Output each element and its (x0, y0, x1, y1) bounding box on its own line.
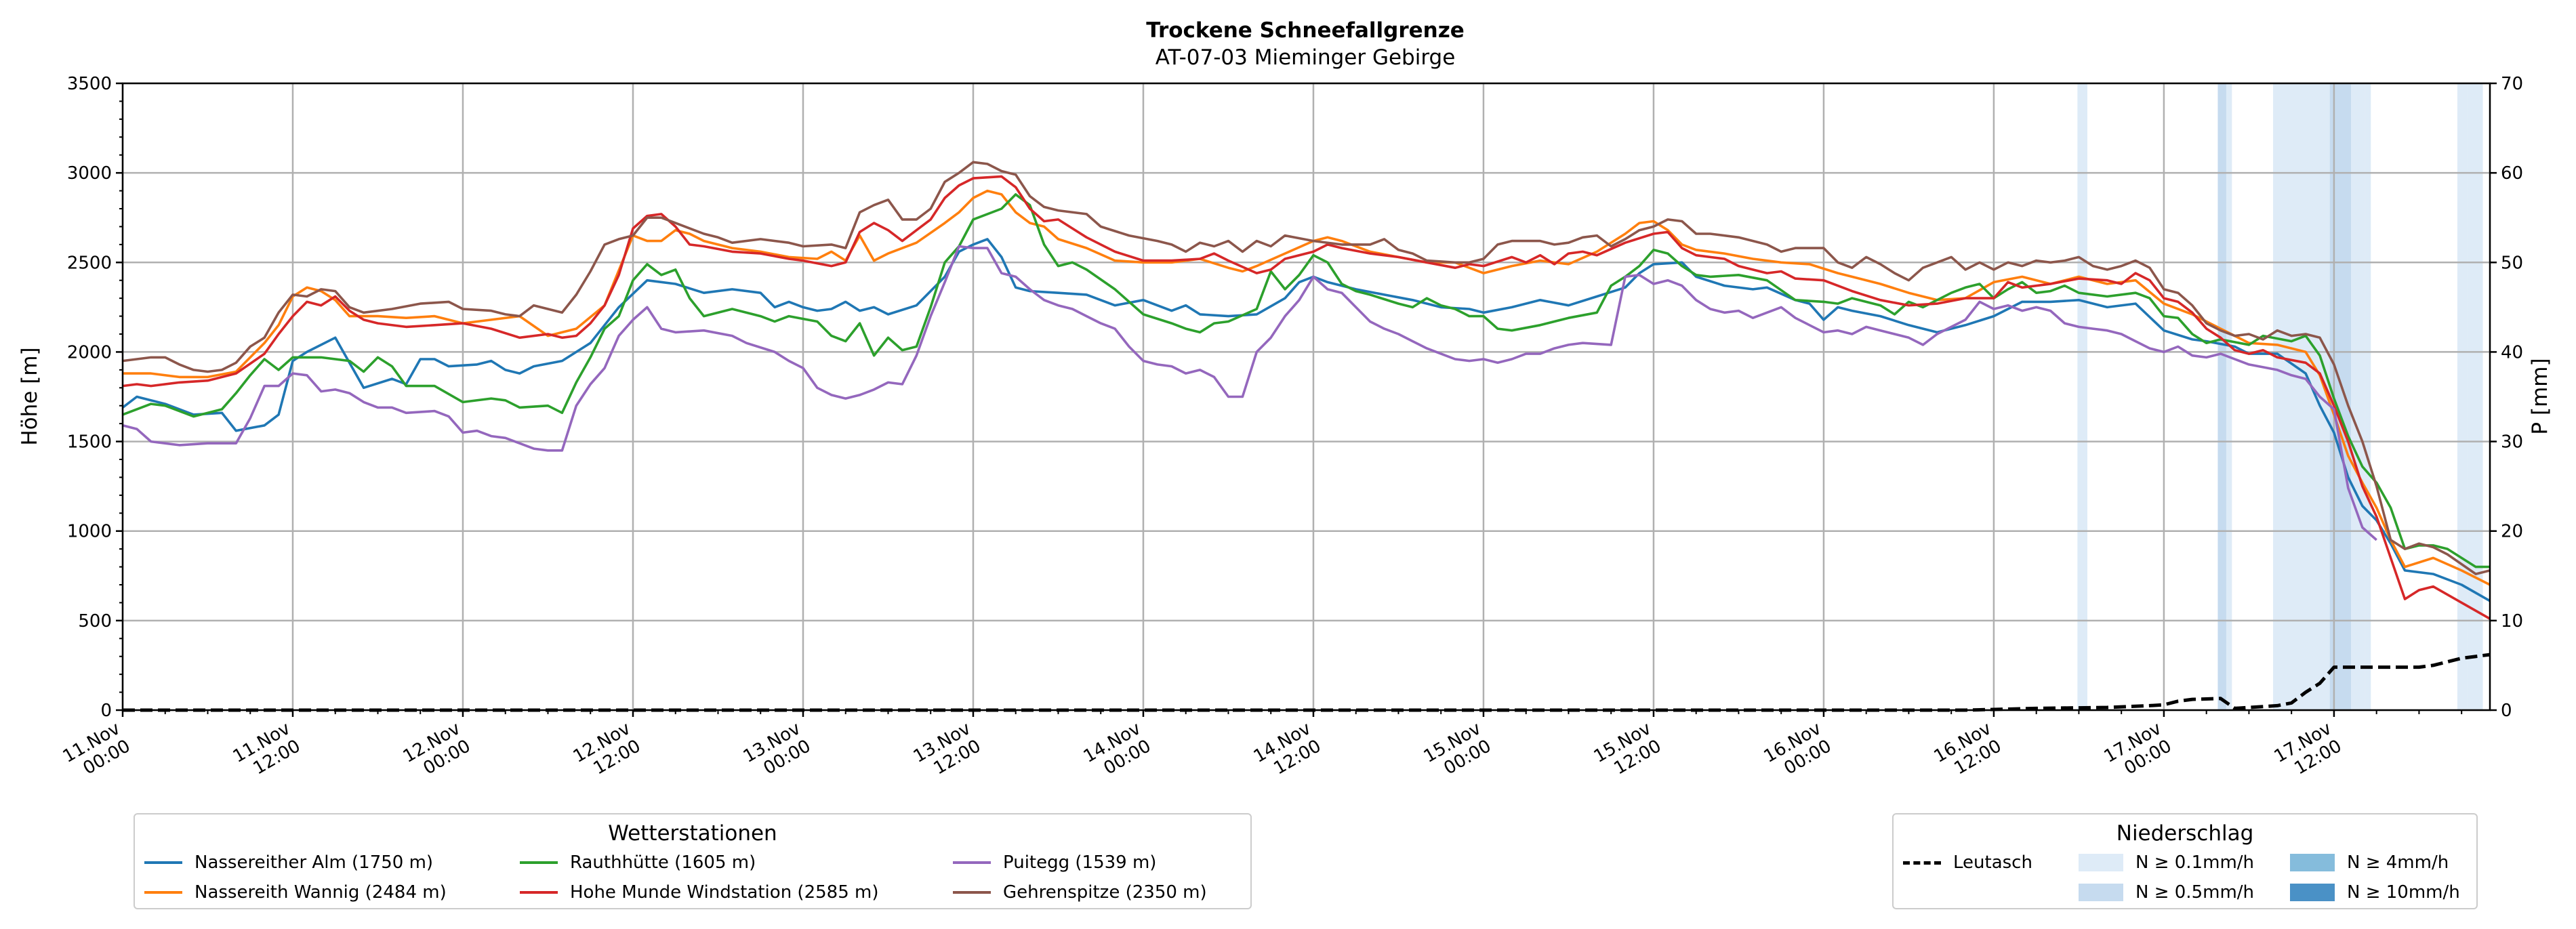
y-tick-label: 2000 (67, 342, 112, 363)
legend-label: N ≥ 10mm/h (2347, 882, 2460, 903)
legend-item-station: Nassereither Alm (1750 m) (144, 852, 433, 873)
y-right-tick-label: 20 (2501, 522, 2523, 542)
series-line (122, 161, 2491, 575)
x-tick-label: 17.Nov12:00 (2271, 718, 2346, 785)
y-axis-label: Höhe [m] (18, 347, 42, 445)
x-tick-label: 12.Nov00:00 (400, 718, 474, 785)
y-tick-label: 1500 (67, 432, 112, 453)
y-tick-label: 0 (100, 701, 112, 721)
x-tick-label: 15.Nov00:00 (1420, 718, 1495, 785)
stations-legend: Wetterstationen Nassereither Alm (1750 m… (134, 813, 1252, 909)
y-right-tick-label: 0 (2501, 701, 2512, 721)
line-swatch-icon (144, 891, 182, 894)
legend-item-precip: N ≥ 4mm/h (2290, 852, 2449, 873)
line-swatch-icon (953, 861, 991, 864)
precip-legend: Niederschlag Leutasch N ≥ 0.1mm/h N ≥ 0.5… (1892, 813, 2478, 909)
x-tick-label: 12.Nov12:00 (570, 718, 645, 785)
x-tick-label: 11.Nov00:00 (60, 718, 134, 785)
line-swatch-icon (953, 891, 991, 894)
x-tick-label: 14.Nov12:00 (1250, 718, 1325, 785)
legend-label: N ≥ 0.5mm/h (2135, 882, 2255, 903)
series-line (123, 653, 2491, 712)
series-line (123, 189, 2491, 586)
line-swatch-icon (520, 861, 558, 864)
y-axis-right-label: P [mm] (2528, 358, 2552, 434)
series-line (122, 193, 2490, 569)
precip-band (2457, 83, 2468, 710)
line-swatch-icon (144, 861, 182, 864)
y-right-tick-label: 70 (2501, 74, 2523, 94)
axis-ticks: 0 500 1000 1500 2000 2500 3000 3500 0 10 20 30 40 50 6… (60, 74, 2523, 785)
precip-band (2365, 83, 2371, 710)
precip-legend-title: Niederschlag (2116, 821, 2254, 846)
series-line (122, 175, 2491, 620)
legend-item-precip: N ≥ 0.1mm/h (2079, 852, 2254, 873)
x-tick-label: 16.Nov12:00 (1931, 718, 2005, 785)
legend-item-precip: N ≥ 10mm/h (2290, 882, 2460, 903)
y-tick-label: 3500 (67, 74, 112, 94)
plot-frame (121, 82, 2491, 711)
precip-band (2351, 83, 2365, 710)
dashed-line-icon (1903, 861, 1941, 865)
precip-band (2467, 83, 2483, 710)
y-right-tick-label: 50 (2501, 253, 2523, 273)
y-right-tick-label: 10 (2501, 611, 2523, 632)
chart-title: Trockene Schneefallgrenze (1146, 18, 1465, 43)
legend-label: Leutasch (1953, 852, 2032, 873)
y-right-tick-label: 40 (2501, 342, 2523, 363)
x-tick-label: 13.Nov00:00 (740, 718, 815, 785)
precip-band (2077, 83, 2087, 710)
x-tick-label: 16.Nov00:00 (1761, 718, 1835, 785)
precip-band (2217, 83, 2226, 710)
legend-label: Nassereither Alm (1750 m) (195, 852, 434, 873)
precip-bands (2077, 83, 2483, 710)
legend-label: Rauthhütte (1605 m) (570, 852, 756, 873)
line-swatch-icon (520, 891, 558, 894)
x-tick-label: 17.Nov00:00 (2101, 718, 2175, 785)
y-right-tick-label: 30 (2501, 432, 2523, 453)
y-tick-label: 1000 (67, 522, 112, 542)
y-right-tick-label: 60 (2501, 163, 2523, 184)
color-patch-icon (2079, 884, 2123, 901)
legend-item-station: Nassereith Wannig (2484 m) (144, 882, 447, 903)
y-tick-label: 500 (78, 611, 112, 632)
y-tick-label: 3000 (67, 163, 112, 184)
legend-label: Gehrenspitze (2350 m) (1003, 882, 1207, 903)
x-tick-label: 15.Nov12:00 (1591, 718, 1665, 785)
precip-band (2226, 83, 2232, 710)
legend-item-station: Hohe Munde Windstation (2585 m) (520, 882, 878, 903)
x-tick-label: 11.Nov12:00 (230, 718, 304, 785)
legend-item-station: Gehrenspitze (2350 m) (953, 882, 1207, 903)
legend-label: N ≥ 0.1mm/h (2135, 852, 2255, 873)
legend-item-station: Rauthhütte (1605 m) (520, 852, 756, 873)
stations-legend-title: Wetterstationen (608, 821, 777, 846)
y-tick-label: 2500 (67, 253, 112, 273)
legend-label: Hohe Munde Windstation (2585 m) (570, 882, 879, 903)
series-line (122, 245, 2377, 541)
x-tick-label: 13.Nov12:00 (910, 718, 985, 785)
color-patch-icon (2290, 854, 2335, 871)
legend-label: Nassereith Wannig (2484 m) (195, 882, 447, 903)
legend-item-precip: N ≥ 0.5mm/h (2079, 882, 2254, 903)
series-lines (121, 161, 2491, 712)
x-tick-label: 14.Nov00:00 (1080, 718, 1155, 785)
color-patch-icon (2079, 854, 2123, 871)
color-patch-icon (2290, 884, 2335, 901)
legend-label: Puitegg (1539 m) (1003, 852, 1157, 873)
legend-item-station: Puitegg (1539 m) (953, 852, 1156, 873)
chart-subtitle: AT-07-03 Mieminger Gebirge (1156, 45, 1456, 70)
grid-lines (121, 82, 2490, 711)
legend-item-leutasch: Leutasch (1903, 852, 2032, 873)
series-line (121, 238, 2491, 602)
legend-label: N ≥ 4mm/h (2347, 852, 2449, 873)
